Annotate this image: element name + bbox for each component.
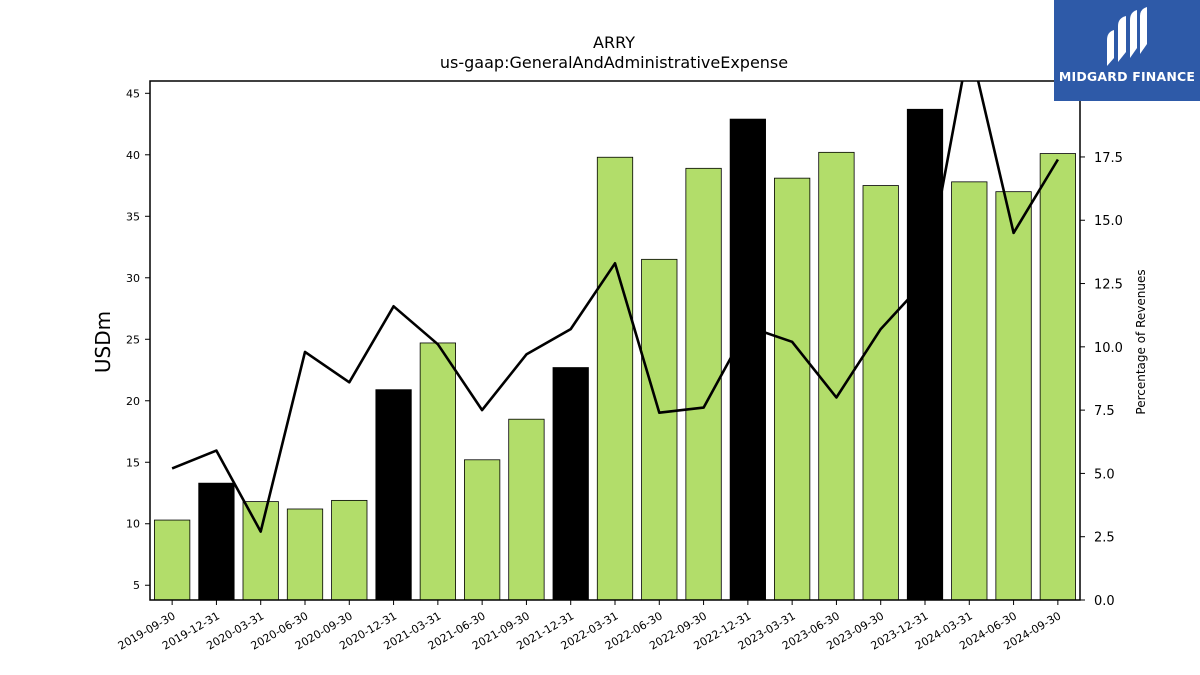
y-tick-label: 5 — [133, 579, 140, 592]
bar — [154, 519, 191, 601]
bar — [331, 499, 368, 601]
bar — [774, 177, 811, 601]
y2-tick-label: 10.0 — [1094, 341, 1123, 356]
y-tick-label: 25 — [126, 333, 140, 346]
chart-subtitle: us-gaap:GeneralAndAdministrativeExpense — [440, 53, 788, 72]
logo-text: MIDGARD FINANCE — [1058, 69, 1196, 84]
y-tick-label: 45 — [126, 87, 140, 100]
bar — [995, 191, 1032, 601]
y-tick-label: 10 — [126, 518, 140, 531]
y2-tick-label: 0.0 — [1094, 594, 1115, 609]
y2-tick-label: 12.5 — [1094, 278, 1123, 293]
bar — [818, 151, 855, 601]
bar — [552, 367, 589, 601]
bar — [464, 459, 501, 601]
y2-tick-label: 17.5 — [1094, 151, 1123, 166]
y2-tick-label: 15.0 — [1094, 214, 1123, 229]
bar — [951, 181, 988, 601]
y2-tick-label: 5.0 — [1094, 467, 1115, 482]
y-tick-label: 20 — [126, 395, 140, 408]
y2-axis-label: Percentage of Revenues — [1134, 269, 1148, 414]
bar — [508, 418, 545, 601]
y-tick-label: 40 — [126, 149, 140, 162]
bar — [419, 342, 456, 601]
bar — [286, 508, 324, 601]
logo-mark-icon — [1107, 7, 1147, 66]
midgard-finance-logo: MIDGARD FINANCE — [1054, 0, 1200, 101]
y-tick-label: 15 — [126, 456, 140, 469]
bar — [729, 118, 766, 601]
bar — [862, 185, 899, 601]
y-tick-label: 30 — [126, 272, 140, 285]
percentage-line — [171, 81, 1060, 533]
y2-tick-label: 7.5 — [1094, 404, 1115, 419]
y-tick-label: 35 — [126, 210, 140, 223]
bar — [906, 108, 944, 601]
y2-tick-label: 2.5 — [1094, 531, 1115, 546]
bar — [375, 389, 412, 601]
bar — [242, 501, 279, 601]
y-axis-label: USDm — [91, 311, 115, 373]
bar — [641, 258, 678, 601]
bar — [198, 482, 235, 601]
bar-series — [154, 108, 1076, 601]
line-series — [171, 81, 1060, 533]
bar — [1039, 153, 1076, 601]
chart-title: ARRY — [593, 33, 635, 52]
bar — [596, 156, 634, 601]
